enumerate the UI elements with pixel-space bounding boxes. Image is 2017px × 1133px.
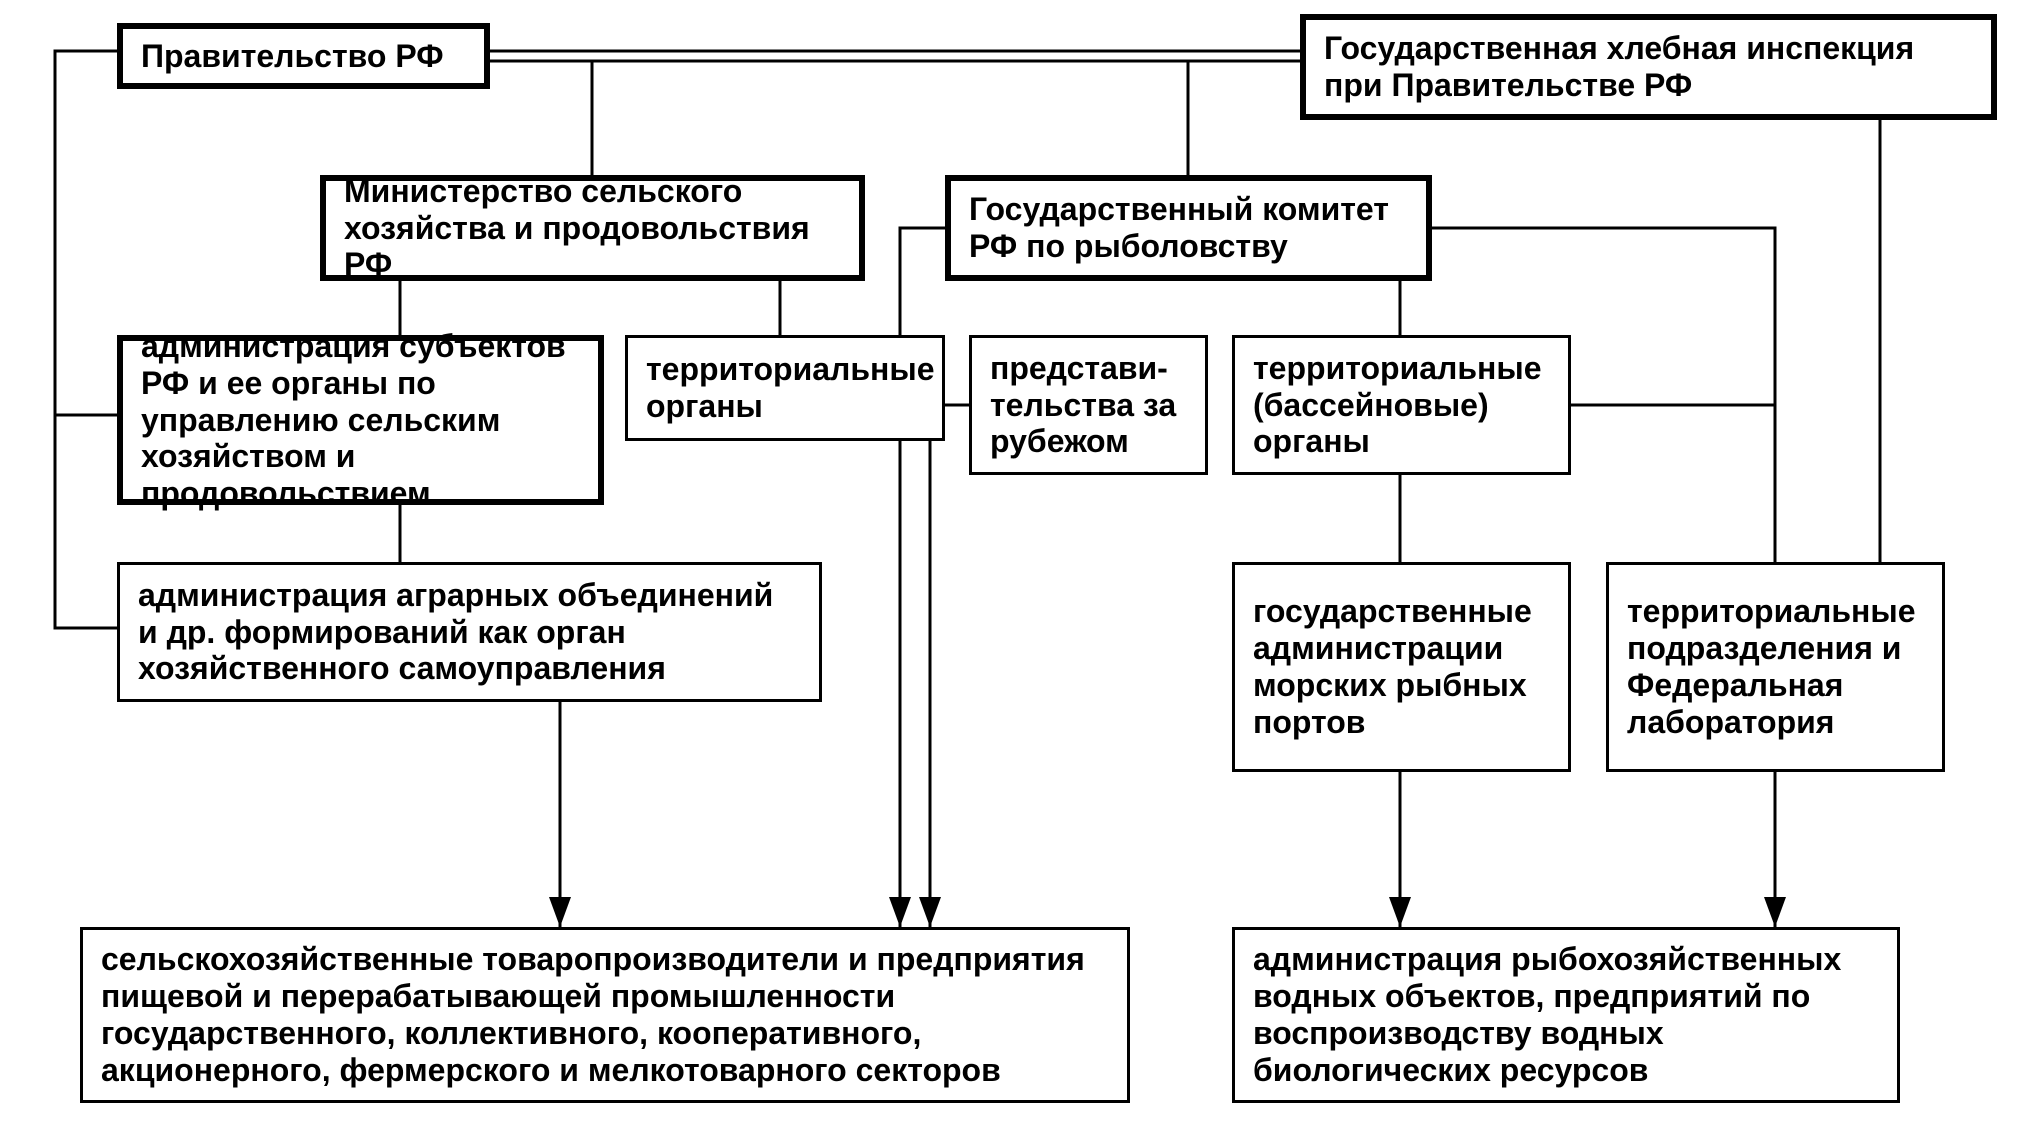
node-label: Государственная хлебная инспекция при Пр… [1324, 30, 1973, 104]
node-label: государственные администрации морских ры… [1253, 593, 1550, 740]
node-label: представи- тельства за рубежом [990, 350, 1187, 460]
node-label: администрация рыбохозяйственных водных о… [1253, 941, 1879, 1088]
node-gov: Правительство РФ [117, 23, 490, 89]
edge-4 [55, 51, 117, 415]
node-fishadm: администрация рыбохозяйственных водных о… [1232, 927, 1900, 1103]
node-bread: Государственная хлебная инспекция при Пр… [1300, 14, 1997, 120]
node-label: территориальные органы [646, 351, 935, 425]
node-fedlab: территориальные подразделения и Федераль… [1606, 562, 1945, 772]
node-admagr: администрация аграрных объединений и др.… [117, 562, 822, 702]
node-label: Государственный комитет РФ по рыболовств… [969, 191, 1408, 265]
arrowhead-18 [1389, 897, 1411, 927]
node-seaports: государственные администрации морских ры… [1232, 562, 1571, 772]
node-label: Правительство РФ [141, 38, 444, 75]
node-admsub: администрация субъектов РФ и ее органы п… [117, 335, 604, 505]
node-label: Министерство сельского хозяйства и продо… [344, 173, 841, 283]
node-terrbass: территориальные (бассейновые) органы [1232, 335, 1571, 475]
node-label: сельскохозяйственные товаропроизводители… [101, 941, 1109, 1088]
node-producers: сельскохозяйственные товаропроизводители… [80, 927, 1130, 1103]
arrowhead-19 [1764, 897, 1786, 927]
node-label: территориальные (бассейновые) органы [1253, 350, 1550, 460]
node-repabroad: представи- тельства за рубежом [969, 335, 1208, 475]
arrowhead-17 [919, 897, 941, 927]
edge-5 [55, 415, 117, 628]
node-label: территориальные подразделения и Федераль… [1627, 593, 1924, 740]
node-label: администрация аграрных объединений и др.… [138, 577, 801, 687]
node-terr1: территориальные органы [625, 335, 945, 441]
diagram-stage: Правительство РФ Государственная хлебная … [0, 0, 2017, 1133]
node-minagri: Министерство сельского хозяйства и продо… [320, 175, 865, 281]
arrowhead-16 [889, 897, 911, 927]
arrowhead-15 [549, 897, 571, 927]
node-fishcom: Государственный комитет РФ по рыболовств… [945, 175, 1432, 281]
node-label: администрация субъектов РФ и ее органы п… [141, 328, 580, 512]
